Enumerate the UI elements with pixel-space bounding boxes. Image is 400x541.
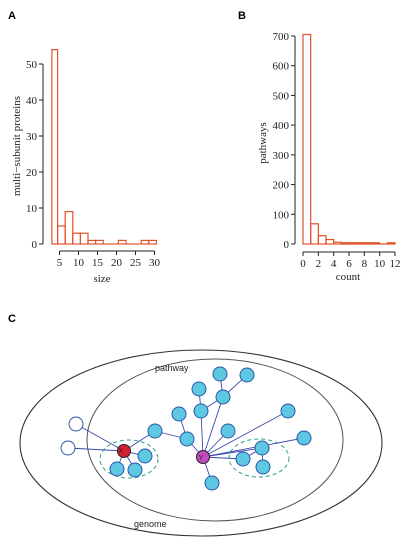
histogram-a-bar-3 <box>72 232 82 245</box>
histogram-a-bar-0 <box>51 48 59 245</box>
histogram-b-x-tick-label-1: 2 <box>316 258 322 270</box>
histogram-a-x-tick-label-5: 30 <box>149 257 161 269</box>
node-n4 <box>193 403 209 419</box>
histogram-a-bar-9 <box>117 239 127 245</box>
panel-letter-b: B <box>238 10 246 22</box>
histogram-a-y-tick-label-1: 10 <box>26 203 38 215</box>
histogram-a-bar-5 <box>87 239 97 245</box>
edge-n6-Y <box>202 396 224 458</box>
histogram-b-x-tick-label-5: 10 <box>374 258 386 270</box>
histogram-b-y-tick-label-3: 300 <box>273 150 290 162</box>
node-y-label: Y <box>199 455 204 462</box>
histogram-a-axes: 5 10 15 20 25 30 0 10 20 30 40 50 <box>26 59 161 269</box>
panel-letter-c: C <box>8 313 16 325</box>
histogram-a-bar-6 <box>94 239 104 245</box>
node-n2 <box>171 406 187 422</box>
node-n10 <box>204 475 220 491</box>
histogram-b-x-tick-label-6: 12 <box>390 258 400 270</box>
genome-ellipse <box>19 349 383 537</box>
histogram-a-y-tick-label-3: 30 <box>26 131 38 143</box>
histogram-a-x-tick-label-2: 15 <box>92 257 104 269</box>
histogram-b-x-tick-label-2: 4 <box>331 258 337 270</box>
histogram-a-y-tick-label-0: 0 <box>32 239 38 251</box>
panel-letter-a: A <box>8 10 16 22</box>
genome-label: genome <box>134 519 167 529</box>
node-w2 <box>60 440 76 456</box>
node-n7 <box>239 367 255 383</box>
edge-Y-n11 <box>202 410 289 458</box>
histogram-b-ylabel: pathways <box>257 122 269 164</box>
histogram-b-bar-6 <box>348 242 358 245</box>
pathway-ellipse <box>86 358 344 522</box>
node-n12 <box>296 430 312 446</box>
node-n5 <box>191 381 207 397</box>
node-n1 <box>147 423 163 439</box>
histogram-a-x-tick-label-4: 25 <box>130 257 142 269</box>
cluster-left <box>99 439 159 479</box>
histogram-b-xlabel: count <box>336 271 360 283</box>
edge-Y-n12 <box>202 437 305 458</box>
histogram-a-bar-12 <box>140 239 150 245</box>
histogram-b-bar-3 <box>325 238 335 245</box>
network-nodes <box>60 366 312 491</box>
histogram-b-y-tick-label-2: 200 <box>273 180 290 192</box>
histogram-a-bars <box>51 48 158 245</box>
node-r2 <box>254 440 270 456</box>
histogram-a-y-tick-label-4: 40 <box>26 95 38 107</box>
node-l3 <box>127 462 143 478</box>
histogram-b-bar-8 <box>363 242 373 245</box>
node-n8 <box>212 366 228 382</box>
histogram-b-y-tick-label-7: 700 <box>273 31 290 43</box>
histogram-b-bar-4 <box>333 241 342 245</box>
edge-w1-X <box>75 423 125 452</box>
histogram-b-bar-9 <box>371 242 381 245</box>
histogram-a-bar-1 <box>56 225 66 245</box>
node-l1 <box>137 448 153 464</box>
histogram-a-y-tick-label-2: 20 <box>26 167 38 179</box>
histogram-a-x-tick-label-1: 10 <box>73 257 85 269</box>
histogram-b-x-tick-label-0: 0 <box>300 258 306 270</box>
edge-w2-X <box>67 447 125 452</box>
histogram-b-y-tick-label-6: 600 <box>273 61 290 73</box>
histogram-b-bar-1 <box>310 223 319 245</box>
histogram-b-bar-2 <box>317 235 327 245</box>
histogram-b-x-tick-label-3: 6 <box>346 258 352 270</box>
network-diagram: pathway genome X Y <box>19 349 383 537</box>
node-r3 <box>255 459 271 475</box>
node-w1 <box>68 416 84 432</box>
node-n11 <box>280 403 296 419</box>
histogram-b-bar-7 <box>356 242 365 245</box>
histogram-b-y-tick-label-0: 0 <box>284 239 290 251</box>
histogram-a-bar-2 <box>64 211 74 245</box>
histogram-b-bars <box>302 33 396 245</box>
histogram-b-bar-0 <box>302 33 312 245</box>
histogram-a-xlabel: size <box>93 273 110 285</box>
histogram-a-x-tick-label-0: 5 <box>57 257 63 269</box>
node-x-label: X <box>119 448 124 455</box>
histogram-b-y-tick-label-4: 400 <box>273 120 290 132</box>
node-n3 <box>179 431 195 447</box>
node-n9 <box>220 423 236 439</box>
histogram-a-x-tick-label-3: 20 <box>111 257 123 269</box>
histogram-b-x-tick-label-4: 8 <box>362 258 368 270</box>
histogram-b-bar-11 <box>386 242 396 245</box>
histogram-b-y-tick-label-5: 500 <box>273 90 290 102</box>
histogram-a: 5 10 15 20 25 30 0 10 20 30 40 50 size multi−subuni… <box>11 48 161 285</box>
histogram-b-y-tick-label-1: 100 <box>273 209 290 221</box>
node-X <box>117 444 131 458</box>
node-Y <box>196 450 210 464</box>
histogram-a-ylabel: multi−subunit proteins <box>11 96 23 196</box>
node-l2 <box>109 461 125 477</box>
node-n6 <box>215 389 231 405</box>
histogram-b-bar-5 <box>340 242 350 245</box>
histogram-a-bar-4 <box>79 232 89 245</box>
histogram-a-y-tick-label-5: 50 <box>26 59 38 71</box>
histogram-a-bar-13 <box>148 239 158 245</box>
pathway-label: pathway <box>155 363 189 373</box>
node-r1 <box>235 451 251 467</box>
edge-n4-Y <box>200 410 204 458</box>
